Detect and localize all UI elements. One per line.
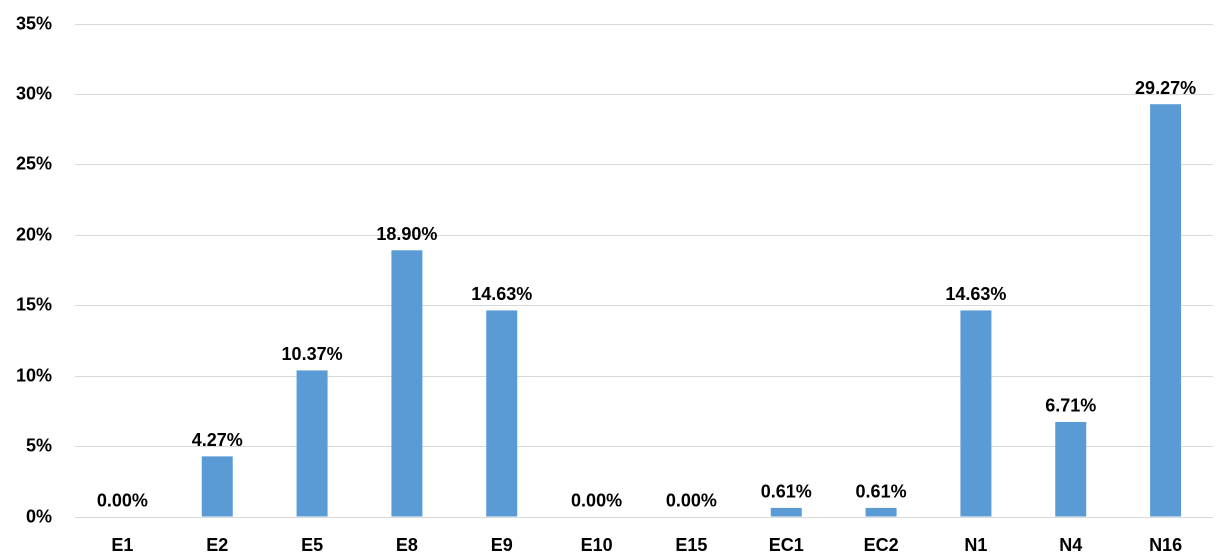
x-tick-label: E8 [396, 535, 418, 555]
x-tick-label: EC2 [864, 535, 899, 555]
x-tick-label: N1 [964, 535, 987, 555]
bar [960, 310, 992, 517]
y-tick-label: 35% [16, 13, 52, 33]
data-label: 0.00% [97, 490, 148, 510]
bar [391, 250, 423, 517]
y-tick-label: 15% [16, 294, 52, 314]
gridlines [75, 24, 1213, 518]
bar [1055, 421, 1087, 517]
bar [770, 507, 802, 517]
y-tick-label: 25% [16, 153, 52, 173]
x-axis-tick-labels: E1 E2 E5 E8 E9 E10 E15 EC1 EC2 N1 N4 N16 [111, 535, 1182, 555]
y-tick-label: 0% [26, 506, 52, 526]
bar [1150, 104, 1182, 517]
x-tick-label: EC1 [769, 535, 804, 555]
x-tick-label: E2 [206, 535, 228, 555]
data-label: 0.61% [761, 482, 812, 502]
data-label: 0.00% [666, 490, 717, 510]
data-label: 0.00% [571, 490, 622, 510]
data-label: 10.37% [282, 344, 343, 364]
y-tick-label: 5% [26, 435, 52, 455]
bars [201, 104, 1182, 517]
x-tick-label: E5 [301, 535, 323, 555]
x-tick-label: N16 [1149, 535, 1182, 555]
data-label: 14.63% [945, 284, 1006, 304]
bar [865, 507, 897, 517]
y-tick-label: 10% [16, 365, 52, 385]
data-label: 18.90% [376, 224, 437, 244]
x-tick-label: E9 [491, 535, 513, 555]
data-label: 4.27% [192, 430, 243, 450]
x-tick-label: E15 [675, 535, 707, 555]
bar [296, 370, 328, 517]
bar [201, 456, 233, 517]
x-tick-label: E10 [581, 535, 613, 555]
y-tick-label: 20% [16, 224, 52, 244]
y-axis-tick-labels: 0% 5% 10% 15% 20% 25% 30% 35% [16, 13, 52, 526]
data-label: 14.63% [471, 284, 532, 304]
data-label: 0.61% [856, 482, 907, 502]
data-label: 29.27% [1135, 78, 1196, 98]
bar [486, 310, 518, 517]
x-tick-label: N4 [1059, 535, 1082, 555]
data-label: 6.71% [1045, 396, 1096, 416]
y-tick-label: 30% [16, 83, 52, 103]
data-labels: 0.00% 4.27% 10.37% 18.90% 14.63% 0.00% 0.00% 0.… [97, 78, 1196, 510]
x-tick-label: E1 [111, 535, 133, 555]
